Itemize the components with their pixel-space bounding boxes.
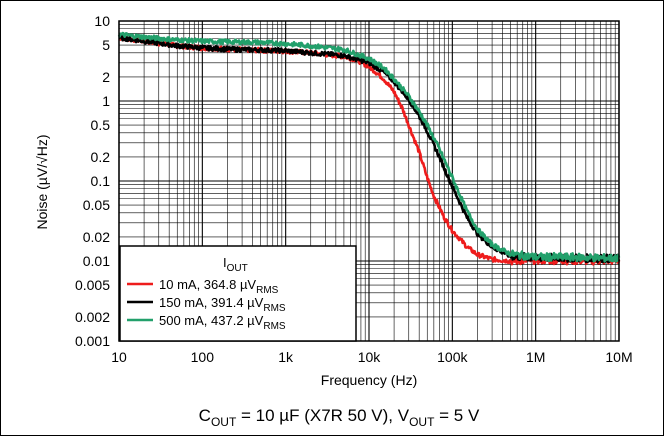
y-tick-label: 5 xyxy=(102,37,110,53)
plot-border xyxy=(118,20,620,342)
y-tick-label: 0.02 xyxy=(83,229,110,245)
x-tick-label: 100k xyxy=(437,349,468,365)
x-axis-label: Frequency (Hz) xyxy=(321,372,417,388)
y-tick-label: 10 xyxy=(94,13,110,29)
y-tick-label: 0.01 xyxy=(83,253,110,269)
x-tick-label: 1k xyxy=(278,349,294,365)
x-tick-label: 10M xyxy=(605,349,632,365)
y-tick-label: 0.1 xyxy=(91,173,111,189)
y-tick-label: 0.005 xyxy=(75,277,110,293)
y-tick-label: 0.2 xyxy=(91,149,111,165)
legend-entry-2: 150 mA, 391.4 µVRMS xyxy=(159,295,286,314)
x-tick-label: 1M xyxy=(526,349,545,365)
y-tick-label: 1 xyxy=(102,93,110,109)
y-axis-label: Noise (µV/√Hz) xyxy=(34,134,50,229)
y-tick-label: 0.001 xyxy=(75,333,110,349)
legend-entry-3: 500 mA, 437.2 µVRMS xyxy=(159,313,286,332)
chart-caption: COUT = 10 µF (X7R 50 V), VOUT = 5 V xyxy=(199,406,480,429)
x-tick-label: 10k xyxy=(358,349,382,365)
x-tick-label: 100 xyxy=(191,349,215,365)
series-line-3 xyxy=(117,31,621,263)
y-tick-label: 0.002 xyxy=(75,309,110,325)
legend-title: IOUT xyxy=(223,255,248,274)
axes: 10 100 1k 10k 100k 1M 10M 0.001 0.002 0.005 0.01 0.… xyxy=(75,13,633,365)
x-tick-label: 10 xyxy=(111,349,127,365)
y-tick-label: 0.5 xyxy=(91,117,111,133)
legend-entry-1: 10 mA, 364.8 µVRMS xyxy=(159,277,279,296)
y-tick-label: 2 xyxy=(102,69,110,85)
legend-box xyxy=(119,245,357,342)
y-tick-label: 0.05 xyxy=(83,197,110,213)
series-group xyxy=(117,31,621,266)
